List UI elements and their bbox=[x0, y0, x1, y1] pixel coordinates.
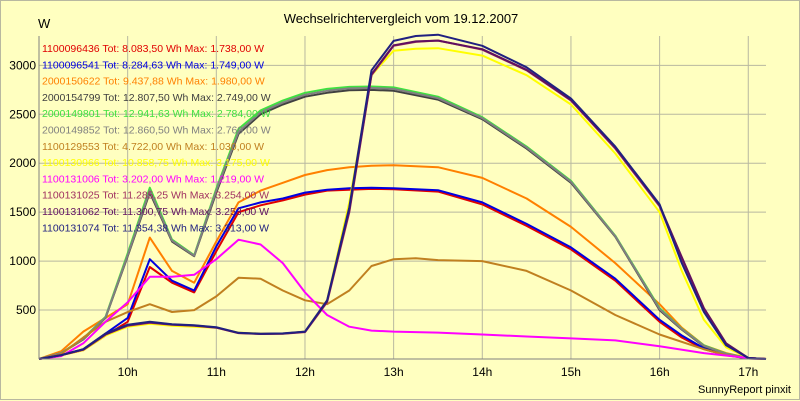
y-axis-unit: W bbox=[38, 16, 51, 31]
legend-entry-2000149852: 2000149852 Tot: 12.860,50 Wh Max: 2.769,… bbox=[42, 125, 271, 137]
legend-entry-1100131074: 1100131074 Tot: 11.354,38 Wh Max: 3.313,… bbox=[42, 222, 269, 234]
y-tick-label: 500 bbox=[16, 303, 36, 317]
x-tick-label: 14h bbox=[472, 365, 492, 379]
legend-entry-1100130966: 1100130966 Tot: 10.858,75 Wh Max: 3.175,… bbox=[42, 157, 270, 169]
legend-entry-1100096541: 1100096541 Tot: 8.284,63 Wh Max: 1.749,0… bbox=[42, 59, 264, 71]
x-tick-label: 13h bbox=[384, 365, 404, 379]
chart-title: Wechselrichtervergleich vom 19.12.2007 bbox=[283, 11, 519, 26]
y-tick-label: 2500 bbox=[9, 107, 36, 121]
series-line-1100131006 bbox=[38, 238, 767, 360]
legend-entry-2000149801: 2000149801 Tot: 12.941,63 Wh Max: 2.784,… bbox=[42, 108, 271, 120]
axes bbox=[38, 36, 766, 360]
legend-entry-2000150622: 2000150622 Tot: 9.437,88 Wh Max: 1.980,0… bbox=[42, 76, 265, 88]
legend-entry-1100131025: 1100131025 Tot: 11.285,25 Wh Max: 3.254,… bbox=[42, 190, 269, 202]
y-tick-label: 2000 bbox=[9, 156, 36, 170]
series-line-1100096436 bbox=[38, 187, 767, 360]
x-tick-label: 12h bbox=[295, 365, 315, 379]
legend-entry-1100131006: 1100131006 Tot: 3.202,00 Wh Max: 1.219,0… bbox=[42, 173, 264, 185]
y-tick-label: 1500 bbox=[9, 205, 36, 219]
x-tick-label: 15h bbox=[561, 365, 581, 379]
series-line-2000149852 bbox=[38, 87, 767, 360]
series-line-1100131074 bbox=[38, 33, 767, 360]
x-tick-label: 10h bbox=[118, 365, 138, 379]
credit-label: SunnyReport pinxit bbox=[698, 384, 791, 396]
series-line-1100129553 bbox=[38, 257, 767, 360]
y-tick-label: 3000 bbox=[9, 58, 36, 72]
x-tick-label: 11h bbox=[207, 365, 226, 379]
tick-labels: 500 1000 1500 2000 2500 3000 10h 11h 12h 13h 14h 15… bbox=[9, 58, 758, 379]
legend-entry-2000154799: 2000154799 Tot: 12.807,50 Wh Max: 2.749,… bbox=[42, 92, 271, 104]
legend-entry-1100129553: 1100129553 Tot: 4.722,00 Wh Max: 1.030,0… bbox=[42, 141, 264, 153]
x-tick-label: 16h bbox=[650, 365, 670, 379]
legend-entry-1100131062: 1100131062 Tot: 11.300,75 Wh Max: 3.253,… bbox=[42, 206, 269, 218]
y-tick-label: 1000 bbox=[9, 254, 36, 268]
legend-entry-1100096436: 1100096436 Tot: 8.083,50 Wh Max: 1.738,0… bbox=[42, 43, 264, 55]
series-lines bbox=[38, 33, 767, 360]
legend: 1100096436 Tot: 8.083,50 Wh Max: 1.738,0… bbox=[42, 43, 271, 234]
series-line-2000150622 bbox=[38, 164, 767, 360]
x-tick-label: 17h bbox=[738, 365, 758, 379]
